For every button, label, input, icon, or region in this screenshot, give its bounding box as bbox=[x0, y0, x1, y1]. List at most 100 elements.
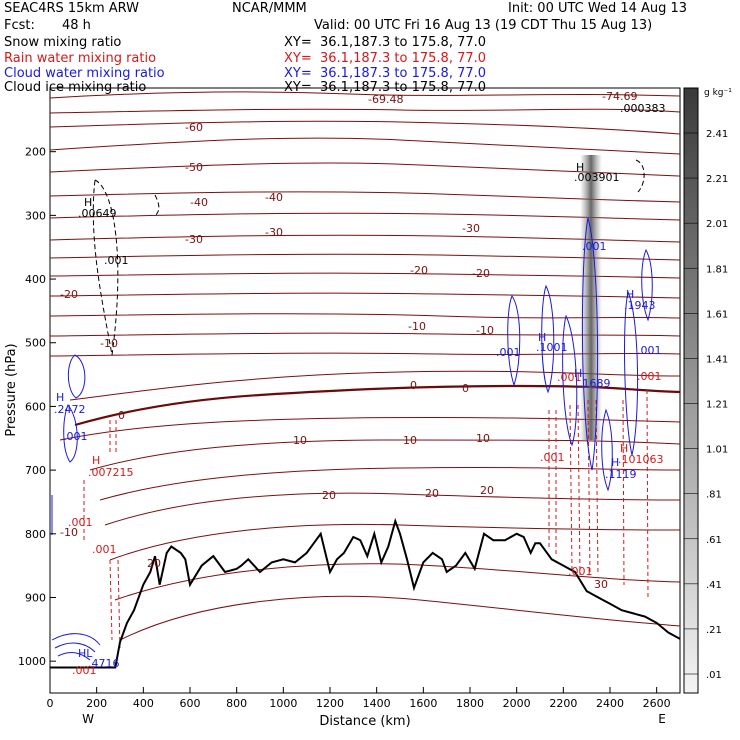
x-axis-title: Distance (km) bbox=[319, 714, 410, 729]
x-tick-label: 200 bbox=[86, 697, 107, 710]
annotation: .1001 bbox=[536, 341, 568, 354]
x-tick-label: 2200 bbox=[549, 697, 577, 710]
annotation: .001 bbox=[72, 664, 97, 677]
annotation: .003901 bbox=[574, 171, 620, 184]
maxima-annotations: H .00649 .001 .000383 H .003901 H .2472 … bbox=[54, 102, 666, 677]
legend-rain-xy: XY= 36.1,187.3 to 175.8, 77.0 bbox=[284, 51, 487, 66]
fcst-label: Fcst: bbox=[4, 18, 35, 33]
legend-rain-label: Rain water mixing ratio bbox=[4, 51, 157, 66]
annotation: .001 bbox=[582, 240, 607, 253]
x-tick-label: 2400 bbox=[596, 697, 624, 710]
annotation: .1119 bbox=[605, 468, 637, 481]
annotation: H bbox=[84, 196, 92, 209]
cloud-water-contours bbox=[51, 217, 653, 661]
annotation: .001 bbox=[92, 543, 117, 556]
org-name: NCAR/MMM bbox=[232, 1, 307, 16]
x-tick-label: 1800 bbox=[456, 697, 484, 710]
terrain-line bbox=[50, 517, 681, 669]
colorbar-label: .61 bbox=[706, 535, 722, 546]
fcst-value: 48 h bbox=[62, 18, 91, 33]
temperature-label: 10 bbox=[293, 434, 307, 447]
y-tick-label: 300 bbox=[25, 209, 46, 222]
annotation: .001 bbox=[637, 344, 662, 357]
colorbar-label: .21 bbox=[706, 625, 722, 636]
y-tick-label: 1000 bbox=[18, 655, 46, 668]
x-axis-west-label: W bbox=[82, 712, 94, 726]
model-name: SEAC4RS 15km ARW bbox=[4, 1, 140, 16]
annotation: H bbox=[56, 391, 64, 404]
annotation: H bbox=[574, 367, 582, 380]
temperature-label: -30 bbox=[462, 222, 480, 235]
temperature-label: -69.48 bbox=[368, 93, 403, 106]
temperature-label: 10 bbox=[403, 434, 417, 447]
x-tick-label: 0 bbox=[47, 697, 54, 710]
x-tick-label: 2000 bbox=[503, 697, 531, 710]
x-axis-east-label: E bbox=[658, 712, 666, 726]
y-tick-label: 900 bbox=[25, 591, 46, 604]
temperature-contour-labels: -69.48 -74.69 -60 -50 -40 -40 -30 -30 -3… bbox=[60, 90, 637, 591]
y-axis-title: Pressure (hPa) bbox=[4, 343, 19, 436]
temperature-label: 20 bbox=[480, 484, 494, 497]
init-time: Init: 00 UTC Wed 14 Aug 13 bbox=[508, 1, 688, 16]
legend-cloud-water-xy: XY= 36.1,187.3 to 175.8, 77.0 bbox=[284, 66, 487, 81]
x-tick-label: 1000 bbox=[269, 697, 297, 710]
temperature-label: -74.69 bbox=[602, 90, 637, 103]
annotation: .001 bbox=[540, 451, 565, 464]
annotation: H bbox=[576, 161, 584, 174]
y-axis: 200 300 400 500 600 700 800 900 1000 bbox=[18, 146, 56, 668]
colorbar-label: 1.01 bbox=[706, 445, 728, 456]
temperature-label: 20 bbox=[147, 557, 161, 570]
legend-cloud-water-label: Cloud water mixing ratio bbox=[4, 66, 165, 81]
temperature-label: 20 bbox=[322, 489, 336, 502]
annotation: .001 bbox=[568, 565, 593, 578]
temperature-label: -10 bbox=[100, 337, 118, 350]
legend-snow-label: Snow mixing ratio bbox=[4, 35, 122, 50]
valid-time: Valid: 00 UTC Fri 16 Aug 13 (19 CDT Thu … bbox=[314, 18, 653, 33]
annotation: H bbox=[620, 442, 628, 455]
colorbar: g kg⁻¹ 2.41 2.21 2.01 1.81 1.61 1.41 1.21 1.01.… bbox=[683, 87, 732, 694]
annotation: .00649 bbox=[78, 207, 117, 220]
y-tick-label: 200 bbox=[25, 146, 46, 159]
temperature-label: -30 bbox=[185, 233, 203, 246]
legend-snow-xy: XY= 36.1,187.3 to 175.8, 77.0 bbox=[284, 35, 487, 50]
x-tick-label: 600 bbox=[180, 697, 201, 710]
temperature-label: -10 bbox=[408, 320, 426, 333]
annotation: .2472 bbox=[54, 403, 86, 416]
temperature-label: -20 bbox=[60, 288, 78, 301]
temperature-label: -20 bbox=[410, 264, 428, 277]
rain-water-contours bbox=[83, 389, 649, 651]
colorbar-unit: g kg⁻¹ bbox=[704, 88, 732, 98]
annotation: .001 bbox=[637, 370, 662, 383]
plot-frame bbox=[49, 87, 681, 694]
annotation: H bbox=[538, 331, 546, 344]
colorbar-label: 1.61 bbox=[706, 309, 728, 320]
annotation: H bbox=[626, 288, 634, 301]
temperature-label: 0 bbox=[462, 382, 469, 395]
y-tick-label: 500 bbox=[25, 337, 46, 350]
temperature-label: 0 bbox=[118, 409, 125, 422]
convective-plume bbox=[580, 155, 602, 440]
x-axis: 0 200 400 600 800 1000 1200 1400 1600 1800 2000 220… bbox=[47, 687, 671, 710]
annotation: HL bbox=[78, 647, 93, 660]
y-tick-label: 600 bbox=[25, 400, 46, 413]
x-tick-label: 2600 bbox=[643, 697, 671, 710]
colorbar-label: .81 bbox=[706, 490, 722, 501]
x-tick-label: 1400 bbox=[363, 697, 391, 710]
colorbar-label: 2.21 bbox=[706, 174, 728, 185]
temperature-label: -20 bbox=[472, 267, 490, 280]
colorbar-scale bbox=[683, 87, 699, 694]
colorbar-label: 1.21 bbox=[706, 400, 728, 411]
temperature-label: 0 bbox=[410, 379, 417, 392]
y-tick-label: 700 bbox=[25, 464, 46, 477]
temperature-label: -10 bbox=[60, 526, 78, 539]
colorbar-label: 1.41 bbox=[706, 354, 728, 365]
annotation: .001 bbox=[63, 430, 88, 443]
temperature-label: 10 bbox=[476, 432, 490, 445]
annotation: .1943 bbox=[624, 299, 656, 312]
colorbar-label: .01 bbox=[706, 670, 722, 681]
temperature-label: 30 bbox=[594, 578, 608, 591]
temperature-label: 20 bbox=[425, 487, 439, 500]
annotation: .4716 bbox=[88, 657, 120, 670]
annotation: .001 bbox=[104, 254, 129, 267]
